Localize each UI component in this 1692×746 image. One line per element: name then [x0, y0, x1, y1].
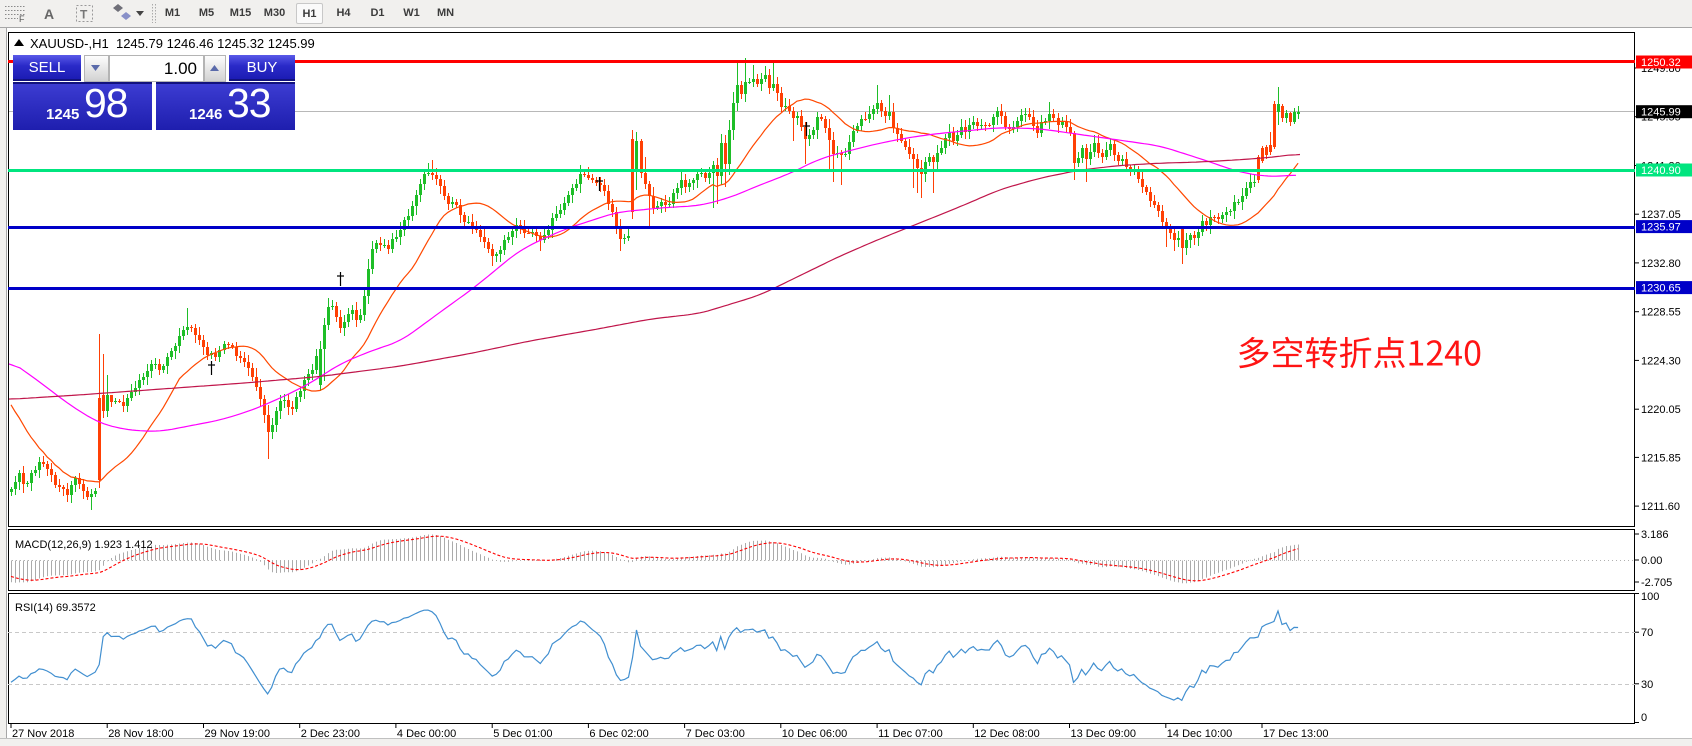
svg-text:XAUUSD-,H1 1245.79 1246.46 12: XAUUSD-,H1 1245.79 1246.46 1245.32 1245.…	[30, 36, 315, 51]
svg-text:1230.65: 1230.65	[1641, 283, 1681, 295]
svg-text:1235.97: 1235.97	[1641, 222, 1681, 234]
svg-text:-2.705: -2.705	[1641, 577, 1672, 589]
svg-text:11 Dec 07:00: 11 Dec 07:00	[878, 728, 943, 740]
svg-text:1211.60: 1211.60	[1641, 501, 1680, 513]
svg-text:17 Dec 13:00: 17 Dec 13:00	[1263, 728, 1328, 740]
svg-text:RSI(14) 69.3572: RSI(14) 69.3572	[15, 602, 96, 614]
svg-text:0.00: 0.00	[1641, 555, 1662, 567]
svg-text:MACD(12,26,9) 1.923 1.412: MACD(12,26,9) 1.923 1.412	[15, 539, 153, 551]
svg-text:28 Nov 18:00: 28 Nov 18:00	[108, 728, 173, 740]
svg-text:1228.55: 1228.55	[1641, 307, 1681, 319]
svg-text:1240.90: 1240.90	[1641, 165, 1681, 177]
svg-text:30: 30	[1641, 679, 1653, 691]
svg-text:5 Dec 01:00: 5 Dec 01:00	[493, 728, 552, 740]
svg-text:0: 0	[1641, 712, 1647, 724]
svg-text:70: 70	[1641, 627, 1653, 639]
svg-text:100: 100	[1641, 591, 1659, 603]
svg-text:1220.05: 1220.05	[1641, 404, 1681, 416]
svg-text:13 Dec 09:00: 13 Dec 09:00	[1071, 728, 1136, 740]
svg-text:10 Dec 06:00: 10 Dec 06:00	[782, 728, 847, 740]
svg-text:3.186: 3.186	[1641, 529, 1669, 541]
svg-text:2 Dec 23:00: 2 Dec 23:00	[301, 728, 360, 740]
svg-text:1215.85: 1215.85	[1641, 452, 1681, 464]
svg-text:14 Dec 10:00: 14 Dec 10:00	[1167, 728, 1232, 740]
svg-text:27 Nov 2018: 27 Nov 2018	[12, 728, 74, 740]
svg-text:1245.99: 1245.99	[1641, 107, 1681, 119]
svg-text:A: A	[44, 6, 54, 22]
svg-text:1224.30: 1224.30	[1641, 355, 1681, 367]
svg-text:4 Dec 00:00: 4 Dec 00:00	[397, 728, 456, 740]
svg-text:T: T	[80, 8, 88, 22]
svg-text:12 Dec 08:00: 12 Dec 08:00	[974, 728, 1039, 740]
svg-text:6 Dec 02:00: 6 Dec 02:00	[589, 728, 648, 740]
svg-text:1237.05: 1237.05	[1641, 209, 1681, 221]
svg-text:1232.80: 1232.80	[1641, 258, 1681, 270]
svg-text:7 Dec 03:00: 7 Dec 03:00	[686, 728, 745, 740]
svg-text:1250.32: 1250.32	[1641, 57, 1681, 69]
svg-text:29 Nov 19:00: 29 Nov 19:00	[205, 728, 270, 740]
svg-text:F: F	[19, 14, 25, 24]
